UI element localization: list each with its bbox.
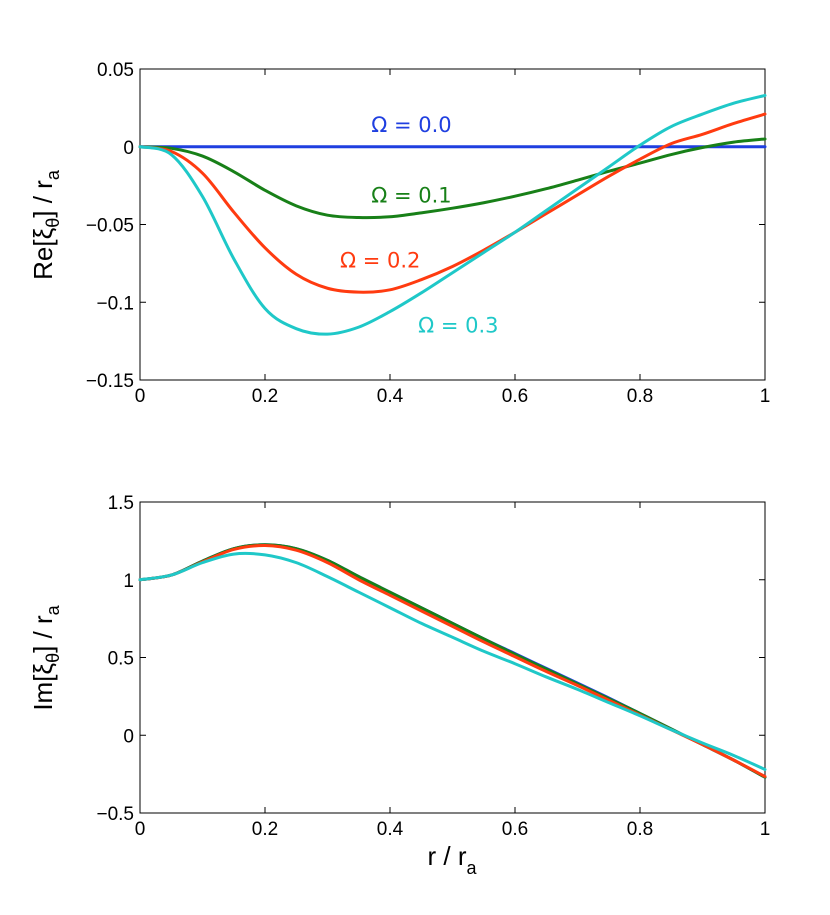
- chart-panel-im: 1.510.50−0.5 0 0.2 0.4 0.6 0.8 1 Im[ξθ] / ra …: [28, 493, 770, 878]
- y-axis-label: Im[ξθ] / ra: [28, 604, 63, 710]
- y-tick-label: 0: [123, 138, 134, 159]
- x-tick-label: 0.6: [502, 819, 528, 840]
- x-tick-label: 0: [135, 386, 146, 407]
- series-group: [138, 93, 767, 336]
- series-annotation: Ω = 0.2: [340, 248, 420, 272]
- x-tick-group: 0 0.2 0.4 0.6 0.8 1: [135, 502, 771, 840]
- y-tick-label: −0.5: [96, 804, 134, 825]
- y-tick-label: −0.05: [86, 216, 134, 237]
- x-tick-label: 0: [135, 819, 146, 840]
- series-annotation: Ω = 0.1: [371, 184, 451, 208]
- y-tick-label: 0: [123, 726, 134, 747]
- x-tick-label: 0.2: [252, 386, 278, 407]
- y-tick-label: 0.5: [108, 649, 134, 670]
- x-tick-label: 1: [760, 819, 771, 840]
- series-annotation: Ω = 0.0: [371, 113, 451, 137]
- x-tick-label: 0.8: [627, 386, 653, 407]
- x-tick-label: 1: [760, 386, 771, 407]
- y-axis-label: Re[ξθ] / ra: [28, 169, 63, 280]
- y-tick-group: 0.05 0 −0.05 −0.1 −0.15: [86, 60, 765, 392]
- chart-panel-re: 0.05 0 −0.05 −0.1 −0.15 0 0.2 0.4 0.6 0.8 1 Ω = 0…: [28, 60, 770, 407]
- series-annotation: Ω = 0.3: [418, 314, 498, 338]
- x-tick-label: 0.6: [502, 386, 528, 407]
- y-tick-label: 0.05: [97, 60, 134, 81]
- y-tick-label: −0.15: [86, 371, 134, 392]
- annotation-group: Ω = 0.0 Ω = 0.1 Ω = 0.2 Ω = 0.3: [340, 113, 499, 338]
- x-tick-label: 0.2: [252, 819, 278, 840]
- x-axis-label: r / ra: [427, 841, 477, 878]
- series-line-omega-3: [138, 93, 767, 336]
- y-tick-group: 1.5 1 0.5 0 −0.5: [96, 493, 765, 825]
- series-group: [138, 543, 767, 779]
- series-line-omega-2: [138, 544, 767, 778]
- x-tick-label: 0.8: [627, 819, 653, 840]
- series-line-omega-1: [138, 137, 767, 220]
- series-line-omega-1: [138, 543, 767, 779]
- y-tick-label: −0.1: [96, 293, 134, 314]
- series-line-omega-2: [138, 112, 767, 294]
- y-tick-label: 1.5: [108, 493, 134, 514]
- x-tick-label: 0.4: [377, 819, 404, 840]
- x-tick-label: 0.4: [377, 386, 404, 407]
- x-tick-group: 0 0.2 0.4 0.6 0.8 1: [135, 69, 771, 407]
- series-line-omega-0: [138, 543, 767, 779]
- y-tick-label: 1: [123, 571, 134, 592]
- series-line-omega-3: [138, 551, 767, 771]
